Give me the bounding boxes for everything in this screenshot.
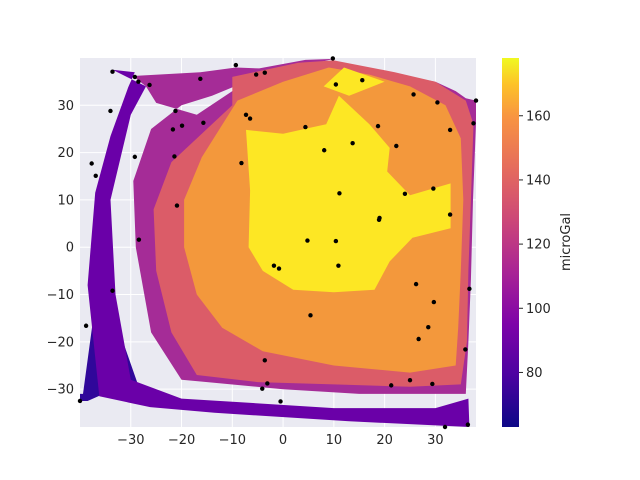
data-point [305, 238, 310, 243]
data-point [350, 140, 355, 146]
data-point [253, 72, 259, 77]
data-point [463, 347, 468, 352]
data-point [278, 399, 283, 404]
data-point [402, 191, 408, 196]
data-point [174, 203, 180, 208]
data-point [330, 56, 336, 61]
y-tick-label: 30 [57, 99, 74, 114]
data-point [322, 148, 327, 153]
data-point [426, 324, 431, 330]
data-point [336, 263, 341, 268]
data-point [262, 358, 267, 363]
x-tick-label: 0 [279, 433, 287, 448]
data-point [89, 161, 94, 166]
data-point [407, 377, 413, 383]
data-point [198, 76, 203, 82]
scatter-points [77, 56, 479, 430]
contour-band [323, 67, 385, 96]
data-point [303, 124, 308, 130]
x-axis-ticks: −30 −20 −10 0 10 20 30 [117, 433, 444, 448]
data-point [247, 116, 253, 121]
colorbar-tick-label: 100 [526, 302, 551, 317]
data-point [471, 121, 476, 126]
contour-bands [80, 58, 476, 427]
x-tick-label: −10 [219, 433, 246, 448]
data-point [276, 266, 282, 271]
colorbar: 80 100 120 140 160 microGal [502, 58, 574, 427]
data-point [260, 386, 265, 391]
data-point [179, 123, 185, 128]
x-tick-label: 10 [326, 433, 343, 448]
x-tick-label: 30 [427, 433, 444, 448]
data-point [411, 92, 416, 97]
data-point [262, 70, 267, 75]
data-point [265, 381, 270, 386]
data-point [442, 424, 448, 430]
x-tick-label: 20 [376, 433, 393, 448]
y-tick-label: −10 [47, 288, 74, 303]
y-tick-label: 10 [57, 193, 74, 208]
data-point [132, 154, 138, 160]
data-point [271, 263, 277, 268]
data-point [201, 120, 206, 126]
data-point [430, 381, 435, 387]
data-point [333, 82, 339, 87]
x-tick-label: −30 [117, 433, 144, 448]
data-point [308, 313, 313, 318]
colorbar-tick-label: 120 [526, 238, 551, 253]
x-tick-label: −20 [168, 433, 195, 448]
data-point [147, 82, 152, 88]
data-point [110, 288, 115, 293]
colorbar-tick-label: 140 [526, 173, 551, 188]
data-point [172, 154, 177, 159]
data-point [376, 217, 382, 222]
colorbar-tick-label: 80 [526, 366, 543, 381]
data-point [83, 323, 89, 328]
data-point [239, 160, 244, 166]
data-point [333, 238, 339, 244]
data-point [447, 212, 453, 217]
colorbar-gradient [502, 58, 519, 427]
data-point [243, 112, 249, 117]
y-tick-label: 20 [57, 146, 74, 161]
contour-band [246, 95, 451, 293]
data-point [77, 398, 83, 404]
data-point [136, 79, 141, 84]
colorbar-tick-label: 160 [526, 109, 551, 124]
data-point [413, 281, 419, 287]
y-axis-ticks: −30 −20 −10 0 10 20 30 [47, 99, 74, 398]
data-point [108, 108, 113, 114]
data-point [337, 191, 342, 196]
data-point [447, 127, 453, 133]
y-tick-label: 0 [66, 241, 74, 256]
data-point [431, 186, 436, 191]
data-point [93, 173, 98, 178]
data-point [136, 237, 142, 242]
data-point [375, 123, 381, 129]
data-point [416, 336, 421, 342]
data-point [110, 69, 115, 74]
data-point [389, 383, 394, 388]
data-point [360, 78, 365, 83]
data-point [431, 299, 437, 305]
contour-band [87, 69, 470, 427]
data-point [233, 62, 239, 68]
data-point [467, 286, 472, 292]
data-point [465, 422, 471, 427]
data-point [435, 100, 440, 105]
y-tick-label: −30 [47, 383, 74, 398]
data-point [473, 98, 479, 103]
colorbar-ticks: 80 100 120 140 160 [519, 109, 551, 381]
data-point [173, 108, 178, 114]
data-point [394, 143, 399, 149]
y-tick-label: −20 [47, 335, 74, 350]
plot-area [77, 56, 479, 430]
data-point [170, 127, 176, 132]
data-point [132, 74, 138, 80]
colorbar-label: microGal [559, 213, 574, 271]
